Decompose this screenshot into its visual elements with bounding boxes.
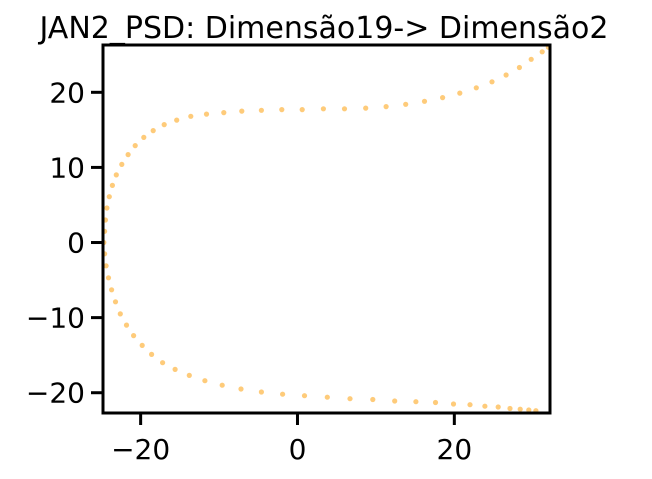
y-tick-label: 20 xyxy=(49,76,85,109)
data-point xyxy=(392,398,398,404)
data-point xyxy=(403,101,409,107)
data-point xyxy=(279,107,285,113)
data-point xyxy=(383,104,389,110)
data-point xyxy=(489,79,495,85)
data-point xyxy=(150,128,156,134)
y-tick-label: 10 xyxy=(49,151,85,184)
data-point xyxy=(160,360,166,366)
data-point xyxy=(299,107,305,113)
data-point xyxy=(109,287,115,293)
data-point xyxy=(139,342,145,348)
data-point xyxy=(106,194,112,200)
data-point xyxy=(104,205,110,211)
data-point xyxy=(105,275,112,281)
data-point xyxy=(119,161,125,167)
data-point xyxy=(131,333,137,339)
data-point xyxy=(363,105,369,111)
data-point xyxy=(258,389,264,395)
data-point xyxy=(516,64,523,71)
data-point xyxy=(324,394,330,400)
y-axis-ticks: −20 −10 0 10 20 xyxy=(26,76,103,410)
data-point xyxy=(149,351,155,357)
data-point xyxy=(188,113,194,119)
x-tick-label: −20 xyxy=(111,433,170,466)
data-point xyxy=(123,322,130,328)
data-points xyxy=(101,44,552,414)
data-point xyxy=(161,122,167,128)
data-point xyxy=(112,299,119,305)
y-tick-label: −20 xyxy=(26,377,85,410)
data-point xyxy=(320,106,326,112)
x-tick-label: 20 xyxy=(437,433,473,466)
x-axis-ticks: −20 0 20 xyxy=(111,413,472,466)
data-point xyxy=(301,393,308,399)
data-point xyxy=(221,110,227,116)
data-point xyxy=(141,134,147,140)
data-point xyxy=(238,386,244,392)
data-point xyxy=(503,72,509,78)
data-point xyxy=(280,391,286,397)
data-point xyxy=(495,404,501,410)
x-tick-label: 0 xyxy=(289,433,307,466)
data-point xyxy=(467,402,473,408)
data-point xyxy=(258,107,264,113)
data-point xyxy=(341,106,348,112)
data-point xyxy=(347,396,353,402)
data-point xyxy=(174,117,180,123)
data-point xyxy=(528,56,534,62)
data-point xyxy=(450,401,457,407)
data-point xyxy=(219,382,225,388)
data-point xyxy=(113,172,119,178)
plot-frame xyxy=(101,43,552,415)
data-point xyxy=(457,90,463,96)
data-point xyxy=(239,108,245,114)
data-point xyxy=(482,403,488,409)
data-point xyxy=(370,396,376,403)
data-point xyxy=(132,143,138,149)
data-point xyxy=(172,366,178,372)
data-point xyxy=(432,399,439,406)
data-point xyxy=(203,111,210,117)
chart-title: JAN2_PSD: Dimensão19-> Dimensão2 xyxy=(37,11,608,46)
data-point xyxy=(125,152,131,158)
data-point xyxy=(539,49,545,55)
data-point xyxy=(186,372,192,378)
data-point xyxy=(526,407,532,413)
data-point xyxy=(440,95,446,101)
data-point xyxy=(109,182,115,188)
data-point xyxy=(517,406,523,412)
data-point xyxy=(103,263,109,269)
data-point xyxy=(507,405,513,412)
y-tick-label: −10 xyxy=(26,302,85,335)
data-point xyxy=(473,85,479,91)
data-point xyxy=(117,311,123,317)
data-point xyxy=(421,98,428,104)
data-point xyxy=(202,378,208,384)
y-tick-label: 0 xyxy=(67,227,85,260)
data-point xyxy=(413,399,419,405)
